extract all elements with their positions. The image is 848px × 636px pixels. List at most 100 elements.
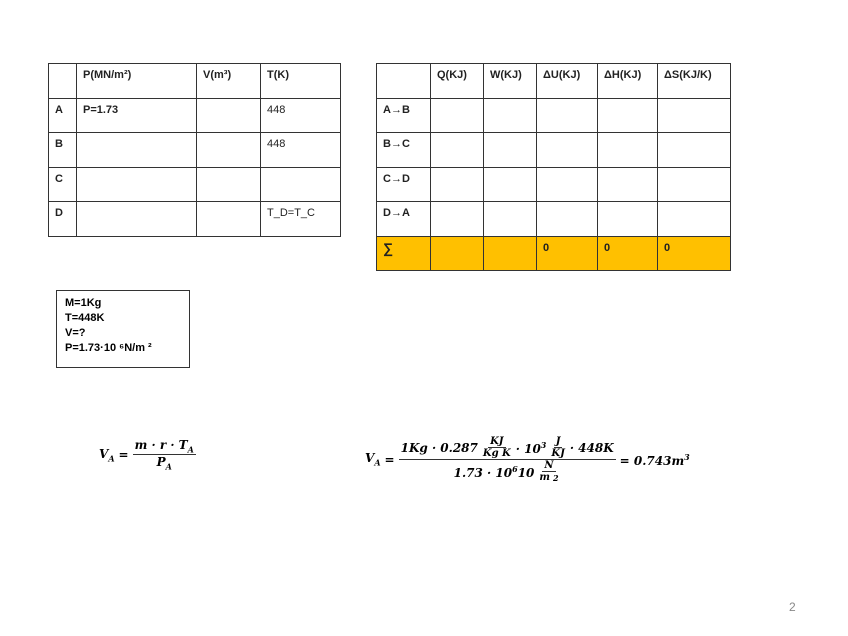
cell	[430, 201, 484, 237]
given-line: T=448K	[65, 312, 105, 324]
superscript: 6	[512, 463, 518, 474]
subscript: A	[108, 453, 115, 464]
temperature-cell: 448	[260, 132, 341, 168]
subscript: A	[165, 461, 172, 472]
table-row: C→D	[376, 166, 731, 202]
process-label: A→B	[376, 97, 431, 133]
result: = 0.743m3	[620, 452, 690, 468]
header-cell: ΔS(KJ/K)	[657, 63, 731, 99]
unit-num: J	[553, 436, 563, 448]
pressure-cell	[76, 132, 197, 168]
volume-cell	[196, 97, 261, 133]
lhs: VA	[365, 451, 381, 467]
superscript: 3	[540, 439, 547, 450]
sum-dh: 0	[597, 235, 658, 271]
cell	[597, 201, 658, 237]
table-row: D T_D=T_C	[48, 201, 341, 237]
equals: =	[384, 452, 395, 467]
num-text: · 10	[515, 441, 541, 456]
state-label: D	[48, 201, 77, 237]
state-label: C	[48, 166, 77, 202]
cell	[657, 132, 731, 168]
den-text: P	[156, 455, 166, 470]
cell	[430, 166, 484, 202]
unit-fraction: J KJ	[549, 436, 566, 459]
header-cell	[48, 63, 77, 99]
cell	[536, 97, 598, 133]
subscript: A	[374, 457, 381, 468]
num-text: m · r · T	[134, 438, 188, 452]
process-table: Q(KJ) W(KJ) ΔU(KJ) ΔH(KJ) ΔS(KJ/K) A→B B…	[376, 63, 731, 271]
numerator: m · r · TA	[132, 438, 196, 456]
process-label: B→C	[376, 132, 431, 168]
state-label: A	[48, 97, 77, 133]
table-row: B 448	[48, 132, 341, 168]
volume-cell	[196, 132, 261, 168]
cell	[597, 132, 658, 168]
volume-formula: VA = m · r · TA PA	[99, 438, 196, 472]
sum-label: ∑	[376, 235, 431, 271]
table-header-row: Q(KJ) W(KJ) ΔU(KJ) ΔH(KJ) ΔS(KJ/K)	[376, 63, 731, 99]
cell	[657, 97, 731, 133]
unit-num: N	[542, 460, 556, 472]
header-cell: W(KJ)	[483, 63, 537, 99]
volume-cell	[196, 166, 261, 202]
header-cell: V(m³)	[196, 63, 261, 99]
state-table: P(MN/m²) V(m³) T(K) A P=1.73 448 B 448 C…	[48, 63, 341, 237]
unit-text: m	[539, 472, 550, 483]
v-symbol: V	[365, 451, 375, 466]
process-label: D→A	[376, 201, 431, 237]
equals: =	[118, 447, 129, 462]
cell	[483, 201, 537, 237]
den-text: 10	[517, 465, 535, 480]
cell	[657, 201, 731, 237]
header-cell	[376, 63, 431, 99]
given-data-box: M=1Kg T=448K V=? P=1.73·10 ⁶N/m ²	[56, 290, 190, 368]
cell	[597, 166, 658, 202]
header-cell: T(K)	[260, 63, 341, 99]
pressure-cell	[76, 201, 197, 237]
pressure-cell	[76, 166, 197, 202]
given-line: M=1Kg	[65, 297, 102, 309]
cell	[430, 235, 484, 271]
fraction: m · r · TA PA	[132, 438, 196, 472]
table-row: A P=1.73 448	[48, 97, 341, 133]
cell	[430, 97, 484, 133]
num-text: 1Kg · 0.287	[400, 440, 478, 455]
header-cell: P(MN/m²)	[76, 63, 197, 99]
superscript: 3	[684, 451, 690, 462]
fraction: 1Kg · 0.287 KJ Kg K · 103 J KJ · 448K 1.73…	[398, 436, 616, 483]
table-row: C	[48, 166, 341, 202]
lhs: VA	[99, 447, 115, 463]
unit-den: Kg K	[482, 448, 511, 459]
given-line: P=1.73·10 ⁶N/m ²	[65, 342, 152, 354]
unit-den: KJ	[551, 448, 565, 459]
num-text: · 448K	[569, 440, 614, 455]
result-text: = 0.743m	[619, 453, 685, 468]
volume-calculation: VA = 1Kg · 0.287 KJ Kg K · 103 J KJ · 448K…	[365, 436, 690, 483]
cell	[536, 166, 598, 202]
state-label: B	[48, 132, 77, 168]
superscript: 2	[553, 472, 559, 483]
table-row: D→A	[376, 201, 731, 237]
temperature-cell: 448	[260, 97, 341, 133]
table-header-row: P(MN/m²) V(m³) T(K)	[48, 63, 341, 99]
cell	[483, 132, 537, 168]
unit-num: KJ	[488, 436, 506, 448]
cell	[483, 97, 537, 133]
v-symbol: V	[99, 446, 109, 461]
header-cell: ΔU(KJ)	[536, 63, 598, 99]
cell	[483, 235, 537, 271]
unit-fraction: KJ Kg K	[481, 436, 513, 459]
subscript: A	[187, 444, 194, 455]
header-cell: ΔH(KJ)	[597, 63, 658, 99]
given-line: V=?	[65, 327, 86, 339]
cell	[430, 132, 484, 168]
cell	[536, 201, 598, 237]
table-row: B→C	[376, 132, 731, 168]
cell	[483, 166, 537, 202]
temperature-cell: T_D=T_C	[260, 201, 341, 237]
